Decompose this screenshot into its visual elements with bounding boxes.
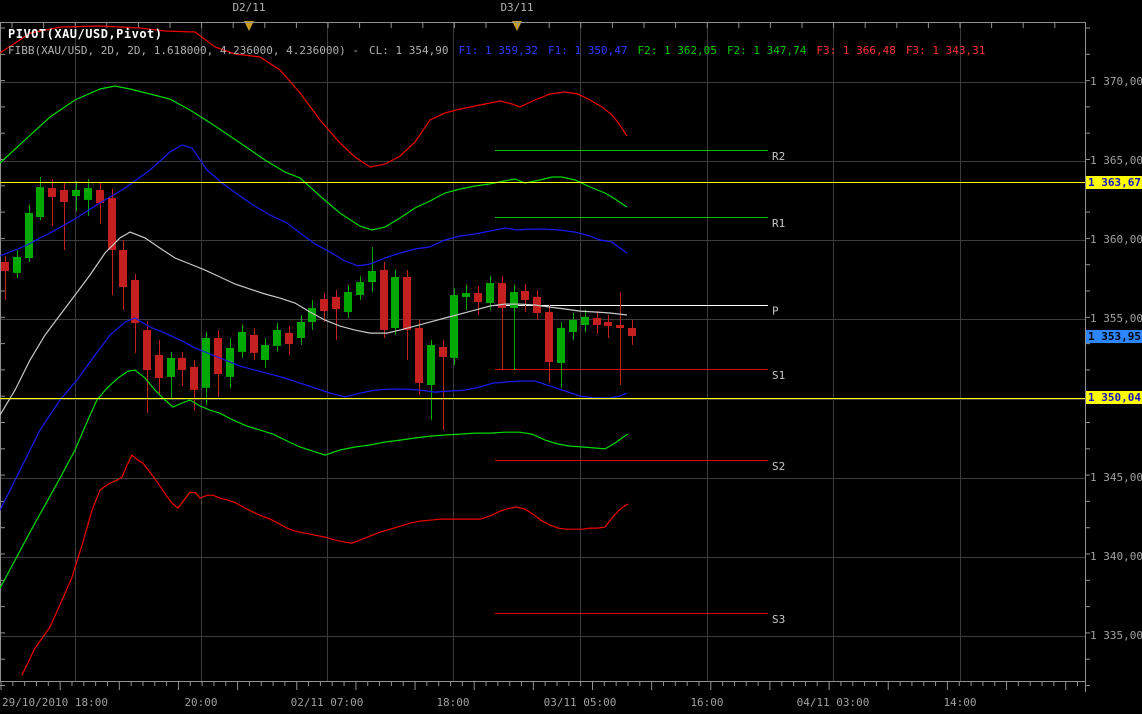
time-axis-label: 03/11 05:00 [543,696,617,709]
candle-bear [1,261,9,272]
pivot-label-s2: S2 [772,460,785,473]
candle-bear [545,312,553,363]
candle-bear [439,346,447,357]
candle-bear [60,189,68,202]
pivot-label-p: P [772,305,779,318]
candle-bear [474,293,482,303]
candle-bear [108,198,116,250]
time-axis-label: 02/11 07:00 [290,696,364,709]
price-axis-label: 1 335,00 [1090,629,1142,643]
candle-bull [308,308,316,322]
candle-bull [510,292,518,309]
price-axis-label: 1 360,00 [1090,233,1142,247]
candle-bull [462,293,470,297]
indicator-name: FIBB(XAU/USD, 2D, 2D, 1.618000, 4.236000… [8,44,359,57]
indicator-value-f1: F1: 1 350,47 [547,44,628,57]
curve-band-mid-upper [0,144,628,267]
candle-bear [320,299,328,312]
time-axis-label: 04/11 03:00 [796,696,870,709]
candle-bull [557,327,565,363]
time-axis-label: 14:00 [943,696,977,709]
candle-bull [368,271,376,283]
candle-bear [190,366,198,390]
candle-bear [143,330,151,371]
time-axis-label: 18:00 [436,696,470,709]
curve-band-upper-outer [0,25,628,168]
candle-bull [391,277,399,328]
candle-bear [178,357,186,370]
pivot-label-r2: R2 [772,150,785,163]
time-axis-label: 20:00 [184,696,218,709]
candle-bear [96,189,104,203]
candle-bear [616,324,624,328]
indicator-value-f3: F3: 1 366,48 [816,44,896,57]
candle-bull [84,188,92,200]
indicator-value-f2: F2: 1 347,74 [726,44,807,57]
candle-bear [415,327,423,383]
indicator-value-cl: CL: 1 354,90 [369,44,449,57]
candle-bear [521,290,529,300]
indicator-readout: FIBB(XAU/USD, 2D, 2D, 1.618000, 4.236000… [8,44,995,57]
candle-bear [155,354,163,379]
candle-bear [119,249,127,287]
curve-band-lower-inner [0,369,629,589]
candle-bull [36,187,44,218]
candle-bear [628,327,636,337]
curve-center-ma [0,231,628,416]
price-axis-label: 1 365,00 [1090,154,1142,168]
candle-bull [261,344,269,360]
indicator-value-f1: F1: 1 359,32 [458,44,538,57]
candle-bull [72,189,80,197]
candle-bear [131,280,139,323]
price-axis-label: 1 355,00 [1090,312,1142,326]
price-level-badge-lower: 1 350,04 [1086,391,1142,405]
candle-bull [569,319,577,332]
price-axis-label: 1 370,00 [1090,75,1142,88]
candle-bear [48,188,56,197]
chart-title: PIVOT(XAU/USD,Pivot) [8,27,163,41]
price-level-badge-upper: 1 363,67 [1086,175,1142,189]
candle-bull [167,357,175,377]
pivot-label-r1: R1 [772,217,785,230]
candle-bear [285,332,293,344]
candle-bull [356,282,364,296]
curve-band-upper-inner [0,85,628,231]
current-price-badge: 1 353,95 [1086,329,1142,343]
candle-bull [202,337,210,388]
candle-bull [427,344,435,385]
candle-bear [498,283,506,309]
indicator-value-f2: F2: 1 362,05 [637,44,717,57]
curve-band-lower-outer [21,454,629,676]
candle-bull [486,283,494,303]
candle-bear [250,334,258,353]
price-axis-label: 1 340,00 [1090,549,1142,563]
day-marker-icon [244,21,254,31]
day-marker-label: D2/11 [232,1,266,14]
day-marker-label: D3/11 [500,1,534,14]
pivot-label-s1: S1 [772,369,785,382]
candle-bear [403,277,411,330]
candle-bull [297,321,305,338]
time-axis-label: 16:00 [690,696,724,709]
pivot-label-s3: S3 [772,613,785,626]
time-axis-label: 29/10/2010 18:00 [2,696,108,709]
price-axis-label: 1 345,00 [1090,470,1142,484]
curve-band-mid-lower [0,317,628,511]
candle-bear [214,337,222,375]
indicator-value-f3: F3: 1 343,31 [905,44,986,57]
day-marker-icon [512,21,522,31]
candle-bull [238,331,246,352]
candle-bull [581,316,589,325]
candle-bull [13,256,21,273]
candle-bull [273,329,281,346]
candle-bull [344,292,352,313]
candle-bear [604,321,612,326]
candle-bear [332,296,340,310]
candle-bear [380,269,388,330]
candle-bull [450,295,458,358]
candle-bear [593,318,601,325]
candle-bull [25,212,33,259]
